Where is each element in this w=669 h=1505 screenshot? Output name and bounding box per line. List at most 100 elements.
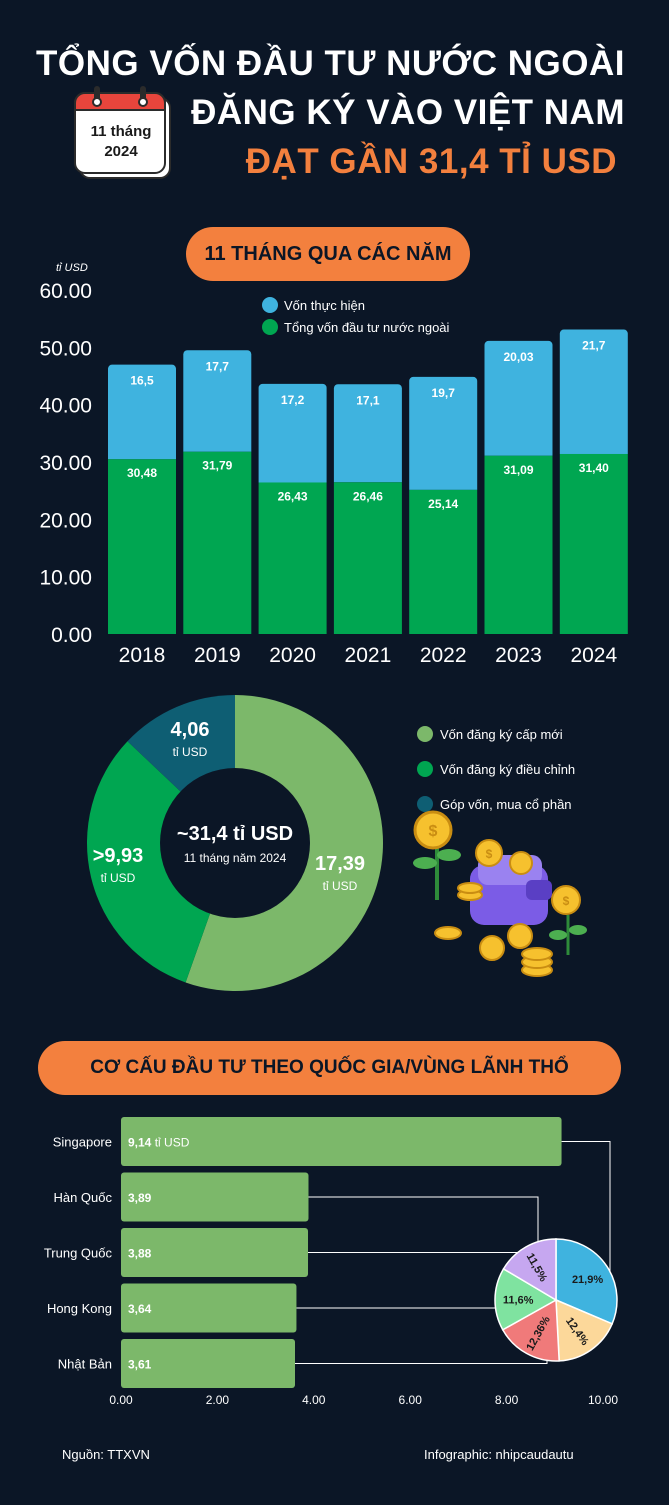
x-tick-label: 2023: [495, 644, 542, 667]
bar-segment-realized: [409, 376, 478, 490]
bar-label-total: 30,48: [127, 466, 157, 480]
donut-value-label: 4,06: [171, 719, 210, 741]
source-text: Nguồn: TTXVN: [62, 1447, 150, 1462]
donut-center-value: ~31,4 tỉ USD: [177, 823, 293, 845]
bar-segment-realized: [183, 350, 252, 452]
bar-label-realized: 16,5: [130, 374, 154, 388]
bar-segment-total: [484, 455, 553, 634]
pie-slice: [502, 1238, 557, 1302]
bar-segment-total: [559, 453, 628, 634]
donut-unit-label: tỉ USD: [323, 879, 358, 893]
connector-line: [296, 1300, 521, 1309]
bar-segment-total: [409, 489, 478, 634]
money-wallet-illustration: $ $ $: [413, 810, 587, 977]
x-tick-label: 4.00: [302, 1393, 326, 1407]
country-bar-label: 3,61: [128, 1358, 152, 1372]
country-bar-label: 3,88: [128, 1247, 152, 1261]
donut-hole: [160, 768, 310, 918]
donut-value-label: 17,39: [315, 853, 365, 875]
horizontal-bar-chart: 9,14 tỉ USD 3,89 3,88 3,64 3,61 Singapore Hàn…: [44, 1117, 618, 1407]
country-bar: [121, 1228, 309, 1277]
y-tick-label: 0.00: [51, 624, 92, 647]
donut-unit-label: tỉ USD: [101, 871, 136, 885]
section1-title: 11 THÁNG QUA CÁC NĂM: [186, 227, 470, 281]
country-bar-label: 3,89: [128, 1191, 152, 1205]
svg-text:$: $: [563, 894, 570, 908]
calendar-text-line2: 2024: [104, 143, 138, 160]
connector-line: [561, 1141, 611, 1278]
country-name: Trung Quốc: [44, 1246, 113, 1261]
legend-label: Vốn thực hiện: [284, 298, 365, 313]
country-bar: [121, 1172, 309, 1222]
legend-label: Vốn đăng ký điều chỉnh: [440, 762, 575, 777]
bar-label-total: 26,46: [353, 489, 383, 503]
legend-dot: [262, 319, 278, 335]
legend-dot: [262, 297, 278, 313]
bar-label-realized: 17,2: [281, 393, 305, 407]
bar-label-total: 31,09: [503, 463, 533, 477]
donut-center-label: 11 tháng năm 2024: [184, 851, 287, 865]
country-name: Singapore: [53, 1135, 112, 1150]
pie-slice-label: 11,6%: [503, 1294, 534, 1306]
bar-segment-total: [108, 459, 176, 634]
bar-segment-total: [258, 482, 327, 634]
calendar-icon: 11 tháng 2024: [74, 86, 174, 181]
x-tick-label: 2018: [119, 644, 166, 667]
pie-slice: [555, 1238, 618, 1325]
donut-value-label: >9,93: [93, 845, 144, 867]
x-tick-label: 2.00: [206, 1393, 230, 1407]
donut-slice: [87, 741, 235, 983]
y-tick-label: 60.00: [39, 280, 92, 303]
title-line-2: ĐĂNG KÝ VÀO VIỆT NAM: [191, 93, 625, 132]
y-tick-label: 40.00: [39, 395, 92, 418]
bar-segment-realized: [108, 364, 176, 460]
section3-title: CƠ CẤU ĐẦU TƯ THEO QUỐC GIA/VÙNG LÃNH TH…: [38, 1041, 621, 1095]
bar-segment-realized: [258, 383, 327, 483]
country-name: Hong Kong: [47, 1301, 112, 1316]
bar-label-total: 31,40: [579, 461, 609, 475]
bar-label-realized: 21,7: [582, 339, 606, 353]
legend-dot: [417, 796, 433, 812]
country-name: Nhật Bản: [58, 1357, 112, 1372]
bar-label-realized: 17,7: [206, 359, 230, 373]
country-bar: [121, 1117, 562, 1166]
y-tick-label: 30.00: [39, 452, 92, 475]
x-tick-label: 2022: [420, 644, 467, 667]
pie-slice: [555, 1298, 614, 1362]
bar-label-total: 31,79: [202, 459, 232, 473]
bar-label-realized: 19,7: [432, 386, 456, 400]
stacked-bar-chart: tỉ USD 0.00 10.00 20.00 30.00 40.00 50.00 60.0…: [39, 262, 628, 667]
x-tick-label: 2021: [345, 644, 392, 667]
y-axis-unit: tỉ USD: [56, 262, 88, 274]
title-line-3: ĐẠT GẦN 31,4 TỈ USD: [245, 142, 617, 181]
bar-label-realized: 17,1: [356, 393, 380, 407]
country-name: Hàn Quốc: [53, 1190, 112, 1205]
bar-segment-realized: [559, 329, 628, 454]
country-bar-label: 3,64: [128, 1302, 152, 1316]
y-tick-label: 10.00: [39, 567, 92, 590]
connector-line: [295, 1360, 548, 1364]
x-tick-label: 8.00: [495, 1393, 519, 1407]
bar-segment-realized: [333, 384, 402, 483]
pie-slice: [494, 1267, 558, 1331]
calendar-text-line1: 11 tháng: [91, 123, 152, 140]
country-bar-unit: tỉ USD: [151, 1136, 189, 1150]
x-tick-label: 10.00: [588, 1393, 618, 1407]
country-bar-label: 9,14 tỉ USD: [128, 1136, 190, 1150]
legend-label: Góp vốn, mua cổ phần: [440, 797, 572, 812]
legend-label: Vốn đăng ký cấp mới: [440, 727, 563, 742]
bar-segment-realized: [484, 340, 553, 456]
y-tick-label: 20.00: [39, 509, 92, 532]
country-bar: [121, 1283, 297, 1333]
svg-text:$: $: [486, 847, 493, 861]
bar-segment-total: [183, 451, 252, 634]
bar-label-realized: 20,03: [503, 350, 533, 364]
bar-label-total: 26,43: [278, 489, 308, 503]
x-tick-label: 6.00: [399, 1393, 423, 1407]
svg-text:$: $: [429, 823, 438, 840]
connector-line: [308, 1252, 531, 1285]
calendar-graphic: 11 tháng 2024: [74, 86, 171, 179]
pie-slice: [501, 1298, 560, 1362]
bar-label-total: 25,14: [428, 497, 458, 511]
x-tick-label: 2019: [194, 644, 241, 667]
